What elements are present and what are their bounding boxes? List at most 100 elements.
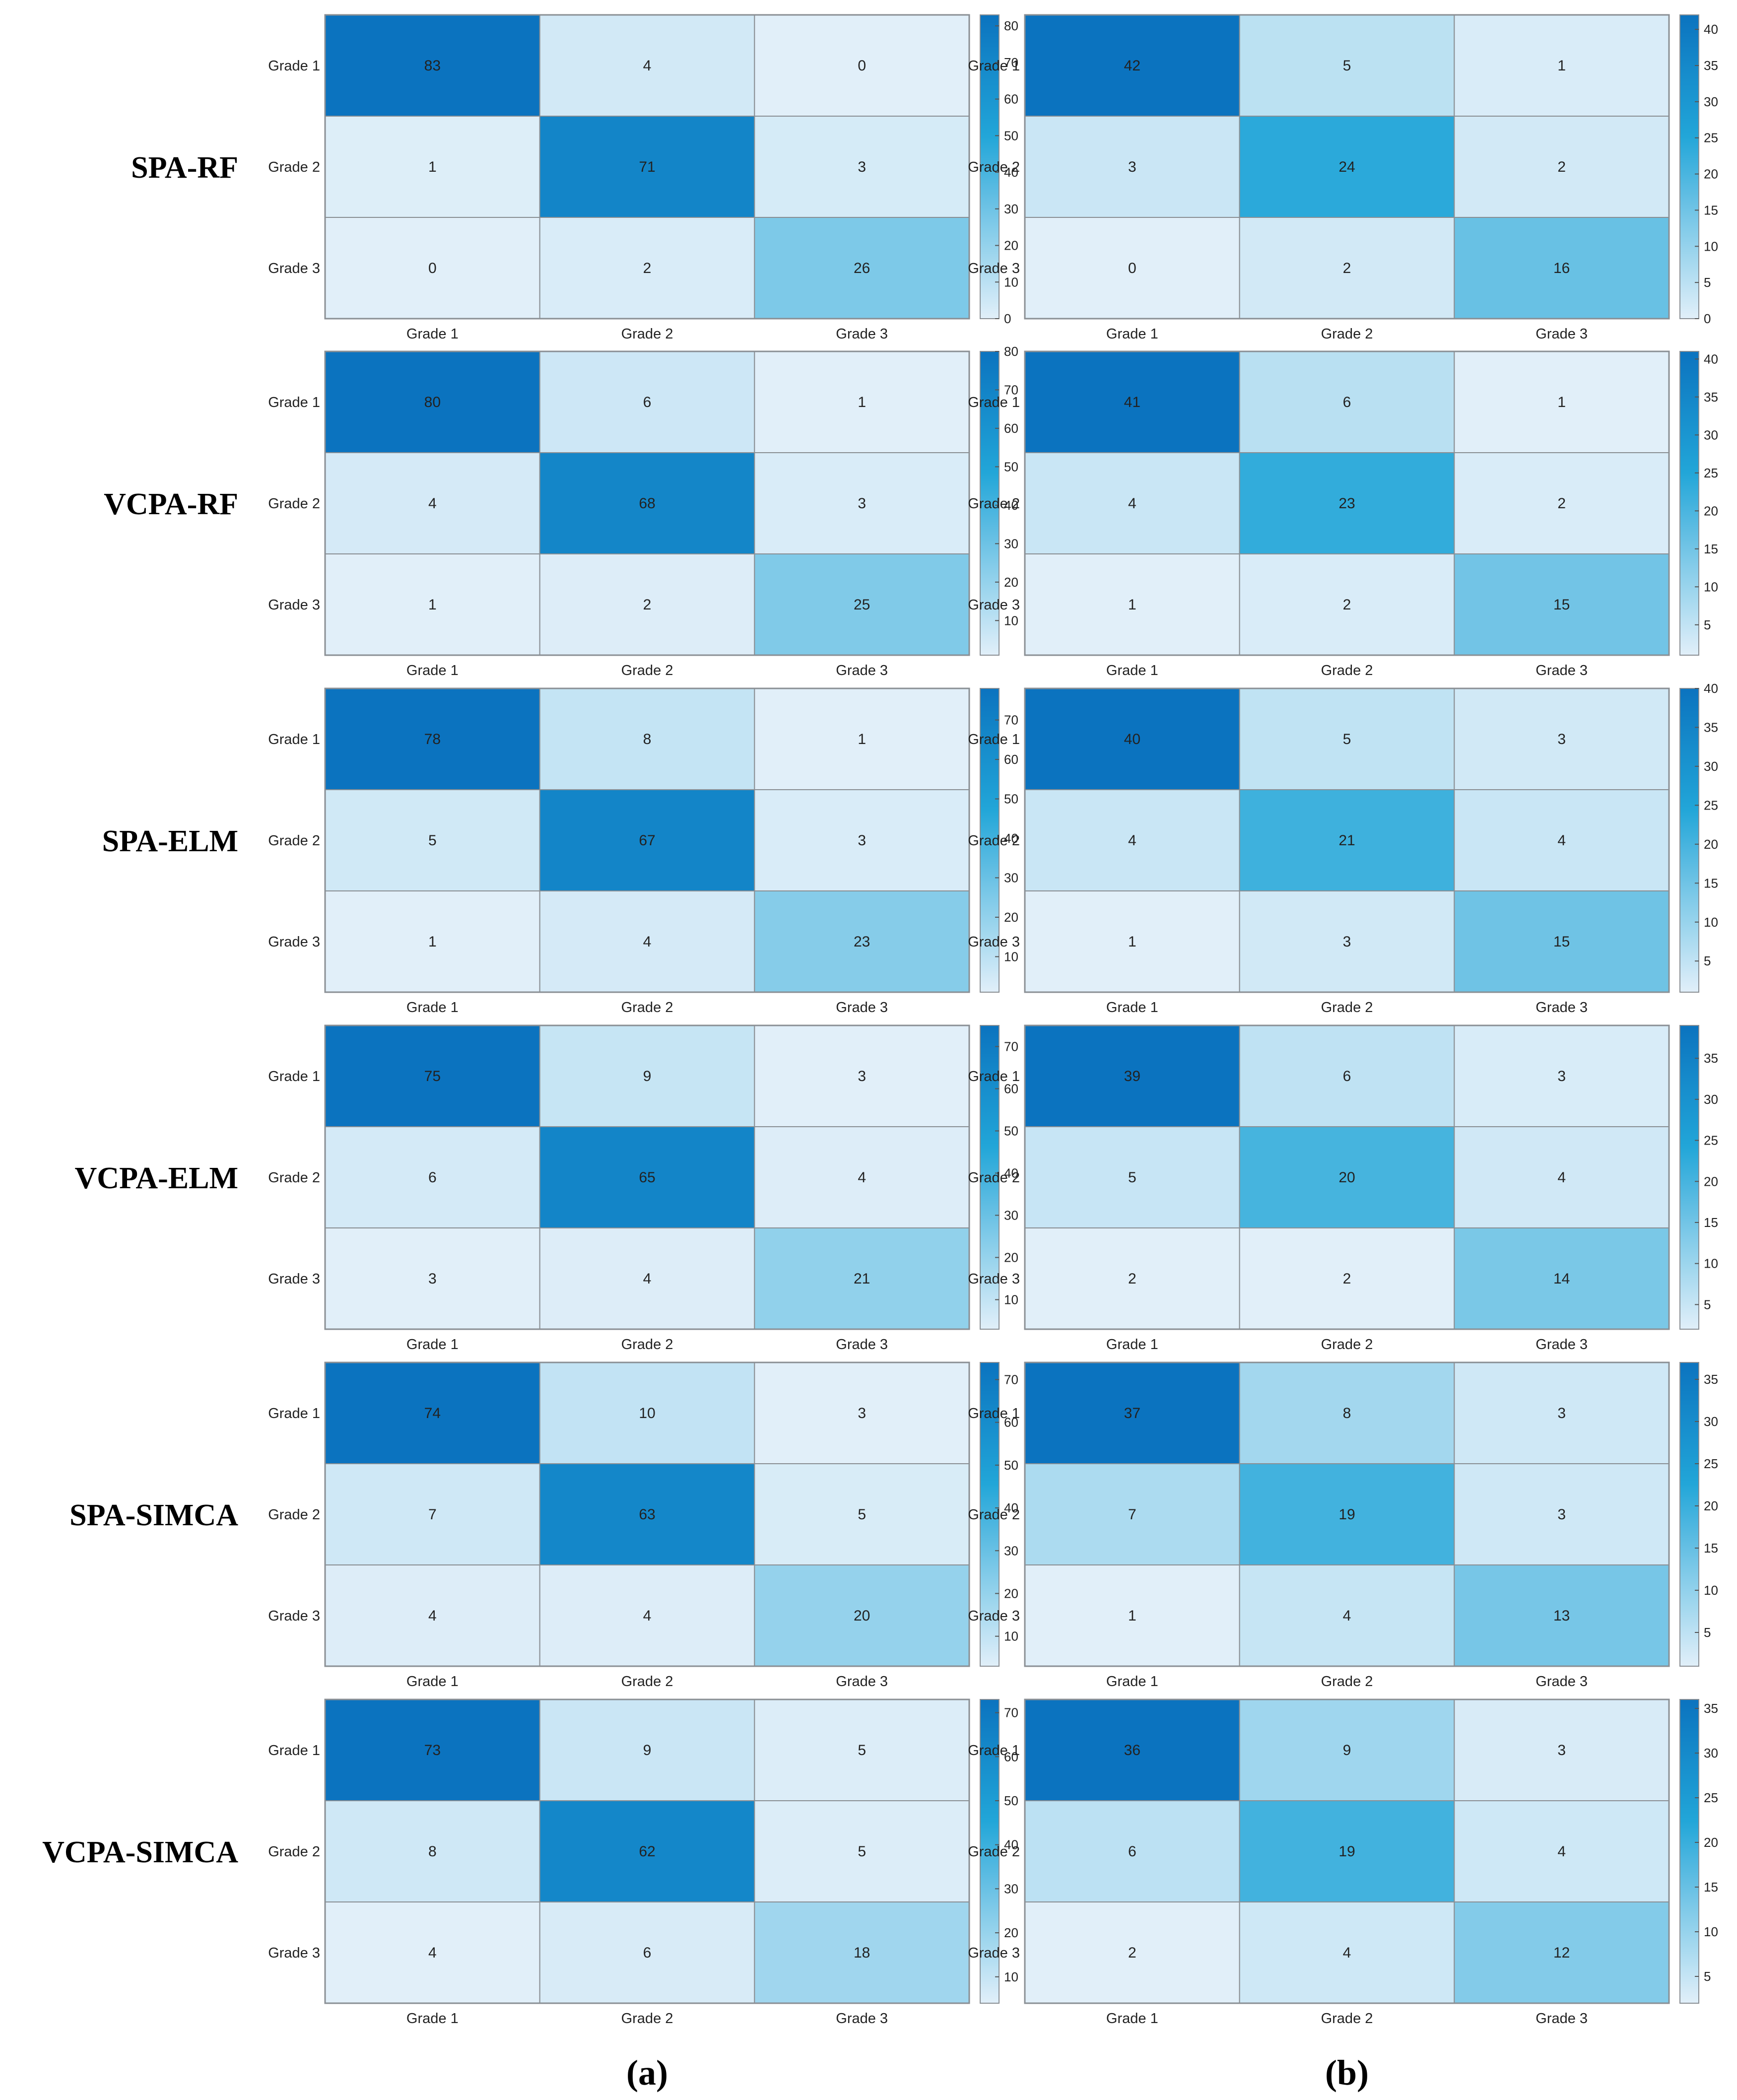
colorbar-tick-label: 70: [1004, 1372, 1018, 1387]
y-tick-label: Grade 1: [968, 1406, 1020, 1422]
matrix-cell: [539, 14, 755, 117]
matrix-cell: [325, 1126, 540, 1228]
colorbar-tick-label: 10: [1704, 579, 1718, 594]
cell-value: 37: [1124, 1405, 1140, 1422]
cell-value: 2: [1128, 1945, 1136, 1961]
y-tick-label: Grade 2: [268, 1507, 320, 1523]
cell-value: 3: [858, 1068, 866, 1084]
x-tick-label: Grade 1: [1106, 663, 1158, 678]
colorbar: [980, 688, 1000, 993]
confusion-matrix-vcpa-rf-a: VCPA-RF 80 6 1 4 68 3 1 2 25 Grade 1 Grade 2 Grade 3…: [104, 344, 1018, 678]
matrix-cell: [325, 351, 540, 453]
x-tick-label: Grade 3: [836, 1674, 888, 1690]
colorbar: [1679, 1025, 1699, 1330]
cell-value: 2: [643, 597, 652, 613]
matrix-cell: [325, 1564, 540, 1667]
colorbar-tick-label: 20: [1704, 503, 1718, 518]
y-tick-label: Grade 3: [968, 1608, 1020, 1624]
colorbar-tick-label: 10: [1704, 1924, 1718, 1939]
colorbar-tick-label: 15: [1704, 542, 1718, 556]
matrix-border: [1024, 687, 1670, 993]
cell-value: 42: [1124, 58, 1140, 74]
cell-value: 73: [424, 1742, 441, 1759]
colorbar-tick-label: 30: [1704, 1092, 1718, 1107]
colorbar-tick-label: 10: [1704, 1583, 1718, 1598]
colorbar-tick-label: 20: [1004, 1250, 1018, 1265]
colorbar-tick-label: 25: [1704, 1133, 1718, 1148]
cell-value: 71: [639, 159, 655, 175]
x-tick-label: Grade 1: [406, 1337, 459, 1353]
cell-value: 8: [643, 731, 652, 747]
confusion-matrix-vcpa-rf-b: 41 6 1 4 23 2 1 2 15 Grade 1 Grade 2 Grade 3 Grade 1…: [968, 350, 1718, 678]
colorbar-tick-label: 30: [1004, 871, 1018, 885]
y-tick-label: Grade 1: [268, 1069, 320, 1084]
matrix-cell: [539, 1025, 755, 1127]
matrix-cell: [1454, 351, 1670, 453]
matrix-cell: [539, 688, 755, 790]
colorbar-tick-label: 80: [1004, 344, 1018, 359]
y-tick-label: Grade 3: [968, 1271, 1020, 1287]
x-tick-label: Grade 2: [621, 663, 673, 678]
matrix-cell: [1454, 217, 1670, 319]
colorbar-tick-label: 60: [1004, 1415, 1018, 1430]
y-tick-label: Grade 2: [268, 159, 320, 175]
cell-value: 6: [428, 1169, 437, 1186]
matrix-border: [1024, 1024, 1670, 1330]
colorbar-tick-label: 5: [1704, 1625, 1711, 1640]
panel-label-b: (b): [1325, 2053, 1369, 2093]
x-tick-label: Grade 3: [836, 326, 888, 342]
matrix-cell: [325, 14, 540, 117]
matrix-cell: [754, 890, 970, 993]
colorbar-tick-label: 30: [1004, 1543, 1018, 1558]
matrix-cell: [1024, 1800, 1240, 1902]
colorbar: [1679, 688, 1699, 993]
matrix-border: [1024, 14, 1670, 320]
cell-value: 4: [643, 1608, 652, 1624]
panel-label-a: (a): [626, 2053, 668, 2093]
cell-value: 36: [1124, 1742, 1140, 1759]
confusion-matrix-vcpa-elm-a: VCPA-ELM 75 9 3 6 65 4 3 4 21 Grade 1 Grade 2 Grade …: [75, 1024, 1018, 1353]
matrix-cell: [325, 1025, 540, 1127]
matrix-cell: [1024, 14, 1240, 117]
matrix-cell: [1454, 116, 1670, 218]
matrix-cell: [1024, 1699, 1240, 1801]
colorbar-tick-label: 30: [1004, 536, 1018, 551]
matrix-cell: [325, 1463, 540, 1565]
x-tick-label: Grade 2: [621, 326, 673, 342]
colorbar-tick-label: 70: [1004, 1705, 1018, 1720]
cell-value: 15: [1553, 934, 1570, 950]
colorbar-tick-label: 70: [1004, 382, 1018, 397]
colorbar-tick-label: 35: [1704, 390, 1718, 405]
x-tick-label: Grade 2: [1321, 1337, 1373, 1353]
cell-value: 6: [643, 1945, 652, 1961]
colorbar-tick-label: 5: [1704, 275, 1711, 290]
cell-value: 7: [428, 1506, 437, 1523]
colorbar-tick-label: 35: [1704, 720, 1718, 735]
x-tick-label: Grade 2: [621, 1000, 673, 1016]
colorbar-tick-label: 40: [1704, 681, 1718, 696]
confusion-matrix-spa-simca-a: SPA-SIMCA 74 10 3 7 63 5 4 4 20 Grade 1 Grade 2 Grad…: [69, 1361, 1018, 1690]
cell-value: 3: [1557, 731, 1566, 747]
cell-value: 4: [428, 495, 437, 512]
colorbar-tick-label: 40: [1004, 498, 1018, 513]
cell-value: 14: [1553, 1271, 1570, 1287]
cell-value: 2: [1343, 1271, 1351, 1287]
colorbar-tick-label: 5: [1704, 617, 1711, 632]
cell-value: 3: [1557, 1405, 1566, 1422]
colorbar-tick-label: 40: [1004, 1500, 1018, 1515]
x-tick-label: Grade 2: [621, 2011, 673, 2027]
matrix-cell: [325, 452, 540, 554]
colorbar-tick-label: 20: [1704, 1498, 1718, 1513]
colorbar-tick-label: 20: [1004, 910, 1018, 925]
colorbar-tick-label: 60: [1004, 421, 1018, 436]
y-tick-label: Grade 1: [268, 1406, 320, 1422]
y-tick-label: Grade 3: [968, 597, 1020, 613]
matrix-cell: [539, 890, 755, 993]
matrix-cell: [754, 789, 970, 891]
x-tick-label: Grade 3: [836, 2011, 888, 2027]
matrix-cell: [754, 452, 970, 554]
x-tick-label: Grade 2: [1321, 663, 1373, 678]
matrix-cell: [1239, 1126, 1455, 1228]
